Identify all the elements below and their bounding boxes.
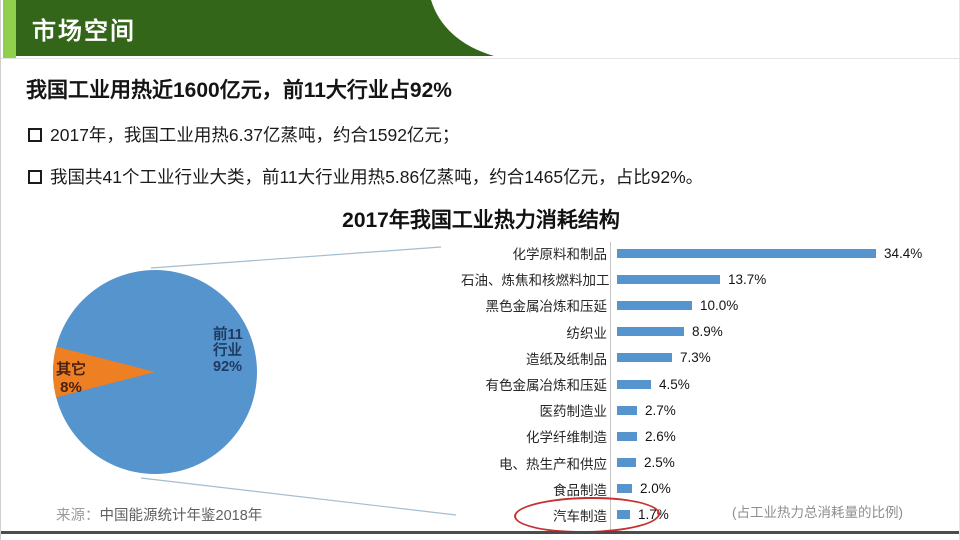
page-title: 市场空间 — [32, 18, 136, 45]
bullet-list: 2017年，我国工业用热6.37亿蒸吨，约合1592亿元； 我国共41个工业行业… — [28, 126, 703, 210]
bar — [617, 379, 651, 389]
bullet-square-icon — [28, 170, 42, 184]
bar-category-label: 医药制造业 — [539, 404, 608, 420]
bar-category-label: 黑色金属冶炼和压延 — [485, 299, 608, 315]
bar — [617, 484, 632, 494]
bar-chart: 化学原料和制品 34.4% 石油、炼焦和核燃料加工 13.7% 黑色金属冶炼和压延 10.… — [461, 240, 956, 532]
bar-value-label: 7.3% — [680, 350, 711, 366]
source-text: 中国能源统计年鉴2018年 — [99, 508, 263, 524]
headline: 我国工业用热近1600亿元，前11大行业占92% — [26, 79, 452, 102]
callout-line-bottom — [140, 477, 457, 516]
source-prefix: 来源： — [56, 508, 100, 524]
bar — [617, 510, 630, 520]
bar-category-label: 化学纤维制造 — [526, 430, 607, 446]
bar-value-label: 34.4% — [884, 245, 923, 261]
source-caption: 来源：中国能源统计年鉴2018年 — [56, 504, 262, 525]
bar-category-label: 电、热生产和供应 — [499, 456, 607, 472]
bar-value-label: 2.6% — [645, 428, 676, 444]
bar-row: 食品制造 2.0% — [461, 476, 956, 502]
bar — [617, 458, 636, 468]
bar-row: 有色金属冶炼和压延 4.5% — [461, 371, 956, 397]
bullet-text: 2017年，我国工业用热6.37亿蒸吨，约合1592亿元； — [50, 125, 460, 145]
bar-axis-line — [610, 242, 611, 530]
bar-row: 化学原料和制品 34.4% — [461, 240, 956, 266]
header-banner — [16, 0, 494, 56]
bar — [617, 353, 672, 363]
bar-category-label: 汽车制造 — [553, 508, 607, 524]
bullet-item: 我国共41个工业行业大类，前11大行业用热5.86亿蒸吨，约合1465亿元，占比… — [28, 168, 703, 187]
bar-category-label: 化学原料和制品 — [512, 247, 608, 263]
pie-chart — [52, 246, 457, 516]
bullet-square-icon — [28, 128, 42, 142]
bar — [617, 274, 720, 284]
bar-row: 石油、炼焦和核燃料加工 13.7% — [461, 266, 956, 292]
bar-row: 医药制造业 2.7% — [461, 397, 956, 423]
bar-category-label: 石油、炼焦和核燃料加工 — [461, 273, 610, 289]
header-accent-stripe — [3, 0, 16, 59]
bar-row: 造纸及纸制品 7.3% — [461, 345, 956, 371]
bar-row: 纺织业 8.9% — [461, 319, 956, 345]
pie-label-other: 其它 8% — [55, 361, 86, 396]
bar-rows: 化学原料和制品 34.4% 石油、炼焦和核燃料加工 13.7% 黑色金属冶炼和压延 10.… — [461, 240, 956, 528]
bar-row: 黑色金属冶炼和压延 10.0% — [461, 292, 956, 318]
bar — [617, 248, 876, 258]
chart-note: (占工业热力总消耗量的比例) — [732, 505, 903, 520]
bar-category-label: 纺织业 — [566, 325, 608, 341]
bar-category-label: 有色金属冶炼和压延 — [485, 378, 608, 394]
pie-label-main: 前11 行业 92% — [213, 327, 243, 375]
bar-value-label: 10.0% — [700, 297, 739, 313]
bar-value-label: 2.0% — [640, 481, 671, 497]
bar-value-label: 13.7% — [728, 271, 767, 287]
bullet-text: 我国共41个工业行业大类，前11大行业用热5.86亿蒸吨，约合1465亿元，占比… — [50, 167, 704, 187]
bottom-border — [1, 531, 959, 534]
bar-value-label: 8.9% — [692, 324, 723, 340]
callout-line-top — [150, 246, 442, 269]
chart-title: 2017年我国工业热力消耗结构 — [342, 209, 620, 232]
bar-value-label: 2.5% — [644, 455, 675, 471]
bar-category-label: 食品制造 — [553, 482, 607, 498]
bar-category-label: 造纸及纸制品 — [526, 351, 607, 367]
bar-row: 电、热生产和供应 2.5% — [461, 450, 956, 476]
bar-value-label: 4.5% — [659, 376, 690, 392]
bar — [617, 327, 684, 337]
bar — [617, 405, 637, 415]
bullet-item: 2017年，我国工业用热6.37亿蒸吨，约合1592亿元； — [28, 126, 703, 145]
header-divider — [1, 58, 959, 59]
bar-value-label: 2.7% — [645, 402, 676, 418]
bar-row: 汽车制造 1.7% — [461, 502, 956, 528]
pie-slice-other — [52, 346, 155, 398]
bar-value-label: 1.7% — [638, 507, 669, 523]
bar — [617, 431, 637, 441]
bar — [617, 300, 692, 310]
bar-row: 化学纤维制造 2.6% — [461, 423, 956, 449]
